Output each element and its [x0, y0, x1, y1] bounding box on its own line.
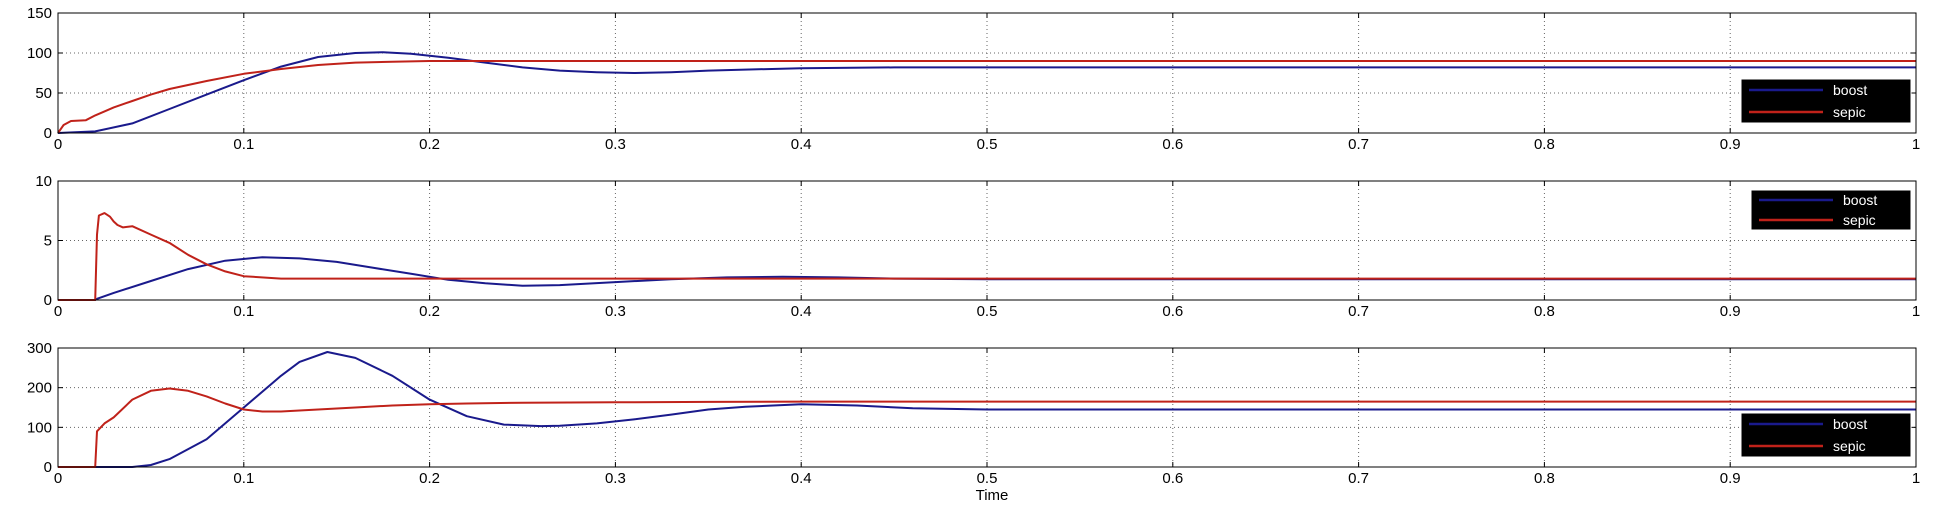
- y-tick-label: 300: [27, 340, 52, 357]
- y-tick-label: 0: [44, 459, 52, 476]
- series-line-sepic: [58, 212, 1916, 301]
- y-tick-label: 100: [27, 419, 52, 436]
- series-line-sepic: [57, 60, 1916, 134]
- legend-box: [1740, 412, 1912, 458]
- x-tick-label: 0.4: [791, 303, 812, 320]
- legend-label-sepic: sepic: [1843, 212, 1876, 228]
- x-tick-label: 0.9: [1720, 136, 1741, 153]
- x-tick-label: 0.5: [977, 470, 998, 487]
- x-tick-label: 0: [54, 470, 62, 487]
- x-tick-label: 0.8: [1534, 136, 1555, 153]
- subplot-3: 0 0.1 0.2 0.3 0.4 0.5 0.6 0.7 0.8 0.9 1 0 100 200 300 b…: [27, 340, 1920, 487]
- x-axis-label: Time: [976, 487, 1009, 504]
- x-tick-label: 1: [1912, 303, 1920, 320]
- x-tick-label: 0.7: [1348, 470, 1369, 487]
- legend: boost sepic: [1740, 412, 1912, 458]
- subplot-2: 0 0.1 0.2 0.3 0.4 0.5 0.6 0.7 0.8 0.9 10510boostse…: [35, 173, 1920, 320]
- x-tick-label: 0.7: [1348, 136, 1369, 153]
- legend-label-sepic: sepic: [1833, 438, 1866, 454]
- series-line-sepic: [58, 387, 1916, 468]
- x-tick-label: 0.2: [419, 136, 440, 153]
- x-tick-label: 0.2: [419, 303, 440, 320]
- x-tick-label: 0.8: [1534, 303, 1555, 320]
- x-tick-label: 0.5: [977, 303, 998, 320]
- x-tick-label: 0.3: [605, 303, 626, 320]
- x-tick-label: 1: [1912, 470, 1920, 487]
- y-tick-label: 100: [27, 45, 52, 62]
- x-tick-label: 0.4: [791, 470, 812, 487]
- legend-label-sepic: sepic: [1833, 104, 1866, 120]
- x-tick-label: 0.4: [791, 136, 812, 153]
- x-tick-label: 0.8: [1534, 470, 1555, 487]
- series-line-boost: [58, 351, 1916, 468]
- series-line-boost: [57, 51, 1916, 134]
- y-tick-label: 200: [27, 380, 52, 397]
- x-tick-label: 0.9: [1720, 470, 1741, 487]
- x-tick-label: 0.5: [977, 136, 998, 153]
- x-tick-label: 0.9: [1720, 303, 1741, 320]
- legend-label-boost: boost: [1833, 82, 1867, 98]
- x-tick-label: 0.6: [1162, 470, 1183, 487]
- x-tick-label: 0.1: [233, 136, 254, 153]
- x-tick-label: 0.6: [1162, 136, 1183, 153]
- x-tick-label: 0.3: [605, 470, 626, 487]
- legend: boost sepic: [1750, 189, 1912, 231]
- y-tick-label: 0: [44, 292, 52, 309]
- x-tick-label: 0: [54, 303, 62, 320]
- legend-box: [1750, 189, 1912, 231]
- y-tick-label: 10: [35, 173, 52, 190]
- x-tick-label: 0.1: [233, 303, 254, 320]
- legend: boost sepic: [1740, 78, 1912, 124]
- y-tick-label: 50: [35, 85, 52, 102]
- x-tick-label: 1: [1912, 136, 1920, 153]
- legend-label-boost: boost: [1843, 192, 1877, 208]
- legend-box: [1740, 78, 1912, 124]
- subplot-1: 0 0.1 0.2 0.3 0.4 0.5 0.6 0.7 0.8 0.9 1 0 50 100 150 bo…: [27, 5, 1920, 153]
- x-tick-label: 0.6: [1162, 303, 1183, 320]
- x-tick-label: 0.3: [605, 136, 626, 153]
- x-tick-label: 0.7: [1348, 303, 1369, 320]
- x-tick-label: 0.1: [233, 470, 254, 487]
- y-tick-label: 0: [44, 125, 52, 142]
- y-tick-label: 150: [27, 5, 52, 22]
- y-tick-label: 5: [44, 233, 52, 250]
- subplots: 0 0.1 0.2 0.3 0.4 0.5 0.6 0.7 0.8 0.9 1050100150bo…: [27, 5, 1920, 487]
- x-tick-label: 0.2: [419, 470, 440, 487]
- legend-label-boost: boost: [1833, 416, 1867, 432]
- x-tick-label: 0: [54, 136, 62, 153]
